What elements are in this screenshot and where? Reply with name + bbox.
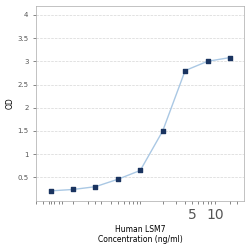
Point <box>161 129 165 133</box>
Point <box>228 56 232 60</box>
X-axis label: Human LSM7
Concentration (ng/ml): Human LSM7 Concentration (ng/ml) <box>98 225 183 244</box>
Point <box>48 189 52 193</box>
Point <box>94 185 98 189</box>
Point <box>183 68 187 72</box>
Point <box>71 188 75 192</box>
Point <box>206 59 210 63</box>
Point <box>116 177 120 181</box>
Point <box>138 168 142 172</box>
Y-axis label: OD: OD <box>6 97 15 109</box>
